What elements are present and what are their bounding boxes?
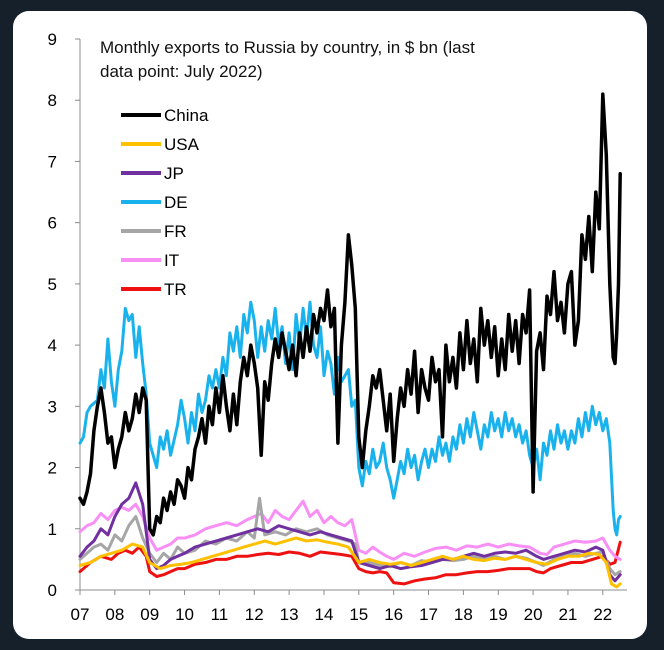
y-tick-label: 4 (48, 336, 57, 355)
x-tick-label: 11 (211, 605, 229, 624)
x-tick-label: 10 (175, 605, 194, 624)
y-axis-ticks: 0 1 2 3 4 5 6 7 8 9 (48, 30, 80, 600)
x-tick-label: 22 (593, 605, 612, 624)
y-tick-label: 7 (48, 152, 57, 171)
x-tick-label: 16 (384, 605, 403, 624)
chart-title: Monthly exports to Russia by country, in… (100, 38, 475, 81)
x-axis-ticks: 07 08 09 10 11 12 13 14 15 16 17 18 19 20 21 22 (71, 590, 612, 624)
chart-title-line: data point: July 2022) (100, 62, 263, 81)
series-line-usa (78, 536, 622, 589)
x-tick-label: 09 (140, 605, 159, 624)
x-tick-label: 19 (489, 605, 508, 624)
y-tick-label: 2 (48, 459, 57, 478)
series-line-jp (78, 481, 622, 583)
y-tick-label: 1 (48, 520, 57, 539)
series-line-china (78, 92, 622, 537)
y-tick-label: 6 (48, 214, 57, 233)
y-tick-label: 5 (48, 275, 57, 294)
y-tick-label: 3 (48, 397, 57, 416)
x-tick-label: 21 (558, 605, 577, 624)
legend-label-jp: JP (164, 164, 184, 183)
series-lines (78, 92, 622, 589)
series-line-it (78, 499, 622, 561)
y-tick-label: 0 (48, 581, 57, 600)
x-tick-label: 14 (315, 605, 334, 624)
x-tick-label: 15 (349, 605, 368, 624)
x-tick-label: 07 (71, 605, 90, 624)
y-tick-label: 8 (48, 91, 57, 110)
legend: China USA JP DE FR IT TR (121, 106, 209, 299)
series-line-tr (78, 540, 622, 586)
x-tick-label: 20 (524, 605, 543, 624)
legend-label-fr: FR (164, 222, 187, 241)
x-tick-label: 13 (280, 605, 299, 624)
legend-label-de: DE (164, 193, 188, 212)
y-tick-label: 9 (48, 30, 57, 49)
legend-label-usa: USA (164, 135, 200, 154)
legend-label-it: IT (164, 251, 179, 270)
legend-label-tr: TR (164, 280, 187, 299)
x-tick-label: 17 (419, 605, 438, 624)
x-tick-label: 18 (454, 605, 473, 624)
x-tick-label: 12 (245, 605, 264, 624)
x-tick-label: 08 (105, 605, 124, 624)
chart-title-line: Monthly exports to Russia by country, in… (100, 38, 475, 57)
legend-label-china: China (164, 106, 209, 125)
